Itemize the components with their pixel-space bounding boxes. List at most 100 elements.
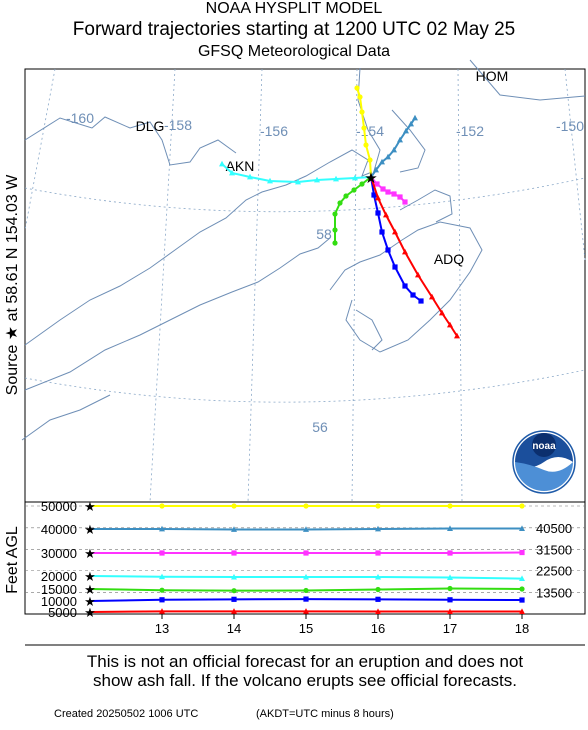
- map-trajectory-point: [229, 169, 235, 176]
- latitude-label: 56: [312, 419, 328, 435]
- map-trajectory-point: [392, 228, 398, 235]
- map-trajectory-point: [391, 191, 397, 197]
- height-trajectory-point: [519, 549, 525, 556]
- map-frame: [24, 68, 586, 503]
- map-trajectory-point: [408, 120, 414, 127]
- height-trajectory-point: [447, 574, 453, 580]
- y-tick-label-right: 13500: [536, 586, 572, 601]
- y-tick-label-right: 22500: [536, 563, 572, 578]
- height-trajectory-point: [231, 596, 237, 602]
- map-trajectory-point: [267, 177, 273, 184]
- place-label: DLG: [136, 118, 165, 134]
- y-tick-label: 10000: [41, 594, 77, 609]
- x-tick-label: 17: [443, 621, 457, 636]
- start-star: ★: [84, 583, 96, 598]
- map-trajectory-point: [402, 283, 408, 289]
- height-trajectory-point: [447, 503, 453, 509]
- map-trajectory-point: [383, 211, 389, 218]
- disclaimer-line-2: show ash fall. If the volcano erupts see…: [93, 671, 517, 690]
- y-tick-label-right: 40500: [536, 521, 572, 536]
- height-trajectory-point: [375, 503, 381, 509]
- map-trajectory-point: [402, 248, 408, 255]
- height-trajectory-point: [303, 550, 309, 556]
- map-trajectory-point: [385, 153, 391, 160]
- map-trajectory-point: [439, 309, 445, 316]
- height-trajectory-point: [231, 588, 237, 594]
- map-trajectory-point: [391, 146, 397, 153]
- map-trajectory-point: [403, 127, 409, 134]
- map-trajectory-point: [379, 229, 385, 235]
- height-trajectory-point: [231, 526, 237, 532]
- height-trajectory-point: [159, 525, 165, 532]
- place-label: ADQ: [434, 251, 464, 267]
- x-tick-label: 15: [299, 621, 313, 636]
- longitude-label: -158: [164, 117, 192, 133]
- height-trajectory-point: [303, 503, 309, 509]
- height-trajectory-point: [519, 586, 525, 592]
- start-star: ★: [84, 595, 96, 610]
- map-trajectory-point: [352, 174, 358, 181]
- height-trajectory-point: [519, 503, 525, 509]
- map-trajectories: [219, 85, 460, 339]
- map-trajectory-point: [385, 189, 391, 195]
- map-trajectory-point: [447, 321, 453, 328]
- height-trajectory-point: [231, 573, 237, 580]
- timezone-note: (AKDT=UTC minus 8 hours): [256, 708, 394, 720]
- height-trajectory-point: [231, 503, 237, 509]
- time-trajectories: ★★★★★★★: [84, 500, 525, 621]
- map-trajectory-point: [410, 292, 416, 298]
- y-tick-label: 15000: [41, 582, 77, 597]
- map-trajectory-point: [379, 158, 385, 165]
- height-trajectory-point: [375, 596, 381, 602]
- longitude-label: -156: [260, 123, 288, 139]
- map-trajectory-point: [295, 178, 301, 185]
- start-star: ★: [84, 523, 96, 538]
- noaa-logo: noaa: [512, 430, 576, 494]
- map-trajectory-point: [332, 211, 338, 217]
- height-trajectory-point: [375, 525, 381, 532]
- map-trajectory-point: [371, 192, 377, 198]
- height-trajectory-point: [303, 596, 309, 602]
- y-ticks-right: 40500 31500 22500 13500: [536, 521, 572, 601]
- longitude-label: -152: [456, 123, 484, 139]
- height-trajectory-point: [519, 608, 525, 614]
- place-label: AKN: [226, 158, 255, 174]
- map-trajectory-point: [363, 142, 369, 148]
- height-trajectory-point: [159, 503, 165, 509]
- map-trajectory-point: [454, 332, 460, 339]
- height-trajectory-point: [159, 608, 165, 614]
- latitude-label: 58: [316, 226, 332, 242]
- disclaimer-line-1: This is not an official forecast for an …: [86, 652, 524, 671]
- x-tick-label: 13: [155, 621, 169, 636]
- map-trajectory-point: [351, 187, 357, 193]
- map-trajectory-point: [375, 210, 381, 216]
- start-star: ★: [84, 606, 96, 621]
- height-trajectory-point: [159, 587, 165, 593]
- map-trajectory-point: [397, 136, 403, 143]
- height-trajectory-point: [303, 526, 309, 532]
- map-trajectory-point: [333, 175, 339, 182]
- title-line-3: GFSQ Meteorological Data: [197, 43, 391, 60]
- start-star: ★: [84, 570, 96, 585]
- height-trajectory-point: [447, 585, 453, 592]
- height-trajectory-point: [375, 586, 381, 593]
- height-trajectory-point: [447, 550, 453, 556]
- map-trajectory-line: [370, 176, 458, 337]
- height-trajectory-point: [231, 550, 237, 556]
- height-trajectory-point: [303, 587, 309, 594]
- x-ticks: 13 14 15 16 17 18: [155, 614, 529, 636]
- map-trajectory-point: [373, 166, 379, 173]
- source-text: Source ★ at 58.61 N 154.03 W: [4, 174, 21, 396]
- disclaimer: This is not an official forecast for an …: [26, 652, 584, 690]
- created-timestamp: Created 20250502 1006 UTC: [54, 708, 199, 720]
- start-star: ★: [84, 500, 96, 515]
- map-trajectory-point: [361, 125, 367, 131]
- map-trajectory-point: [397, 194, 403, 200]
- map-trajectory-point: [375, 194, 381, 201]
- x-tick-label: 16: [371, 621, 385, 636]
- map-trajectory-point: [392, 264, 398, 270]
- height-trajectory-point: [159, 597, 165, 603]
- y-tick-label: 50000: [41, 499, 77, 514]
